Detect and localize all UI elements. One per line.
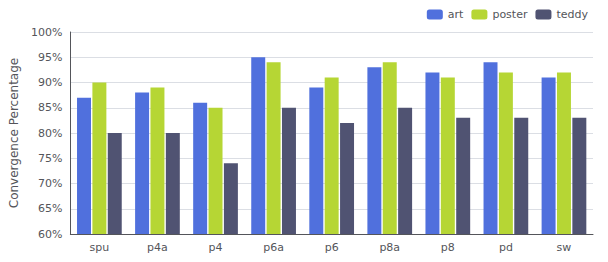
svg-text:70%: 70% <box>38 177 62 190</box>
svg-text:p4a: p4a <box>147 241 168 254</box>
svg-text:poster: poster <box>492 8 528 21</box>
svg-text:Convergence Percentage: Convergence Percentage <box>7 58 21 208</box>
svg-text:75%: 75% <box>38 152 62 165</box>
svg-text:60%: 60% <box>38 228 62 241</box>
svg-text:p8a: p8a <box>379 241 400 254</box>
svg-text:art: art <box>448 8 464 21</box>
svg-text:90%: 90% <box>38 76 62 89</box>
svg-text:sw: sw <box>557 241 572 254</box>
svg-text:p4: p4 <box>209 241 223 254</box>
svg-text:spu: spu <box>90 241 110 254</box>
svg-text:80%: 80% <box>38 127 62 140</box>
svg-text:95%: 95% <box>38 51 62 64</box>
svg-text:p8: p8 <box>441 241 455 254</box>
svg-text:100%: 100% <box>31 26 62 39</box>
svg-text:pd: pd <box>499 241 513 254</box>
svg-text:teddy: teddy <box>556 8 588 21</box>
svg-text:p6: p6 <box>325 241 339 254</box>
svg-text:65%: 65% <box>38 202 62 215</box>
svg-text:85%: 85% <box>38 101 62 114</box>
svg-text:p6a: p6a <box>263 241 284 254</box>
